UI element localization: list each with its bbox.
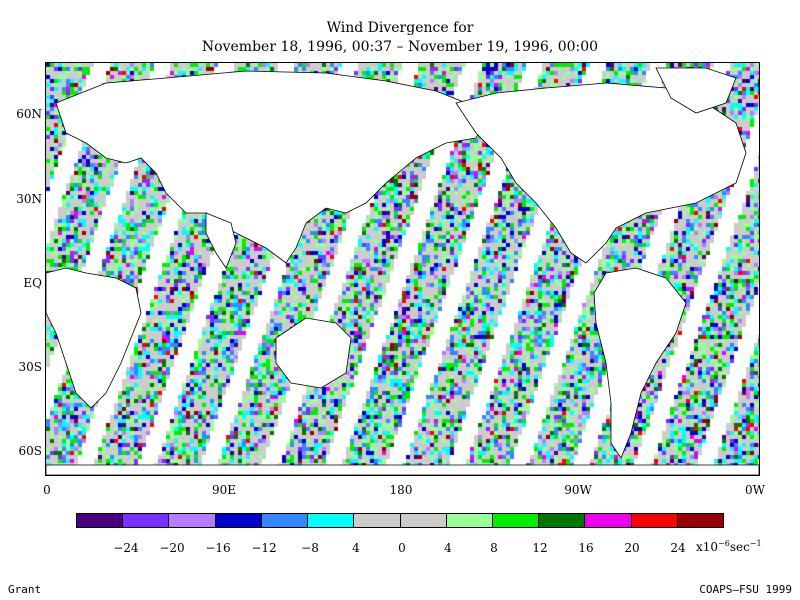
color-swatch <box>400 514 447 527</box>
color-swatch <box>677 514 724 527</box>
scale-label: 24 <box>670 541 686 555</box>
lon-label-0w: 0W <box>745 483 765 497</box>
africa-landmass <box>46 267 142 409</box>
color-swatch <box>77 514 124 527</box>
color-swatch <box>354 514 401 527</box>
lat-label-60n: 60N <box>16 107 42 121</box>
title-line-2: November 18, 1996, 00:37 – November 19, … <box>201 39 599 55</box>
scale-label: 4 <box>352 541 360 555</box>
color-swatch <box>585 514 632 527</box>
author-credit: Grant <box>8 583 42 596</box>
lon-label-180: 180 <box>389 483 413 497</box>
india-landmass <box>205 212 237 269</box>
color-swatch <box>308 514 355 527</box>
scale-label: 16 <box>578 541 594 555</box>
scale-label: 4 <box>444 541 452 555</box>
scale-label: 0 <box>398 541 406 555</box>
scale-label: 8 <box>490 541 498 555</box>
scale-label: 20 <box>624 541 640 555</box>
lat-label-60s: 60S <box>18 444 43 458</box>
color-swatch <box>215 514 262 527</box>
title-line-1: Wind Divergence for <box>326 20 474 36</box>
scale-label: 12 <box>532 541 548 555</box>
lon-label-90w: 90W <box>564 483 592 497</box>
greenland-landmass <box>655 67 737 114</box>
scale-label: −16 <box>205 541 231 555</box>
color-swatch <box>261 514 309 527</box>
north-america-landmass <box>455 82 747 264</box>
color-swatch <box>446 514 493 527</box>
antarctica-landmass <box>46 464 759 475</box>
wind-divergence-map <box>45 62 760 476</box>
color-swatch <box>169 514 216 527</box>
color-swatch <box>123 514 170 527</box>
south-america-landmass <box>593 267 687 459</box>
eurasia-landmass <box>55 70 487 264</box>
lat-label-30n: 30N <box>16 192 42 206</box>
coastline-overlay <box>46 67 759 475</box>
color-swatch <box>492 514 540 527</box>
australia-landmass <box>275 317 352 389</box>
lat-label-eq: EQ <box>23 276 42 290</box>
lon-label-0: 0 <box>43 483 51 497</box>
lat-label-30s: 30S <box>18 360 43 374</box>
color-swatch <box>631 514 678 527</box>
source-credit: COAPS–FSU 1999 <box>699 583 792 596</box>
scale-label: −8 <box>301 541 319 555</box>
units-label: x10−6sec−1 <box>696 539 762 554</box>
color-swatch <box>539 514 586 527</box>
scale-label: −20 <box>159 541 185 555</box>
scale-label: −24 <box>113 541 139 555</box>
color-scale-bar <box>76 513 724 528</box>
lon-label-90e: 90E <box>211 483 237 497</box>
scale-label: −12 <box>251 541 277 555</box>
